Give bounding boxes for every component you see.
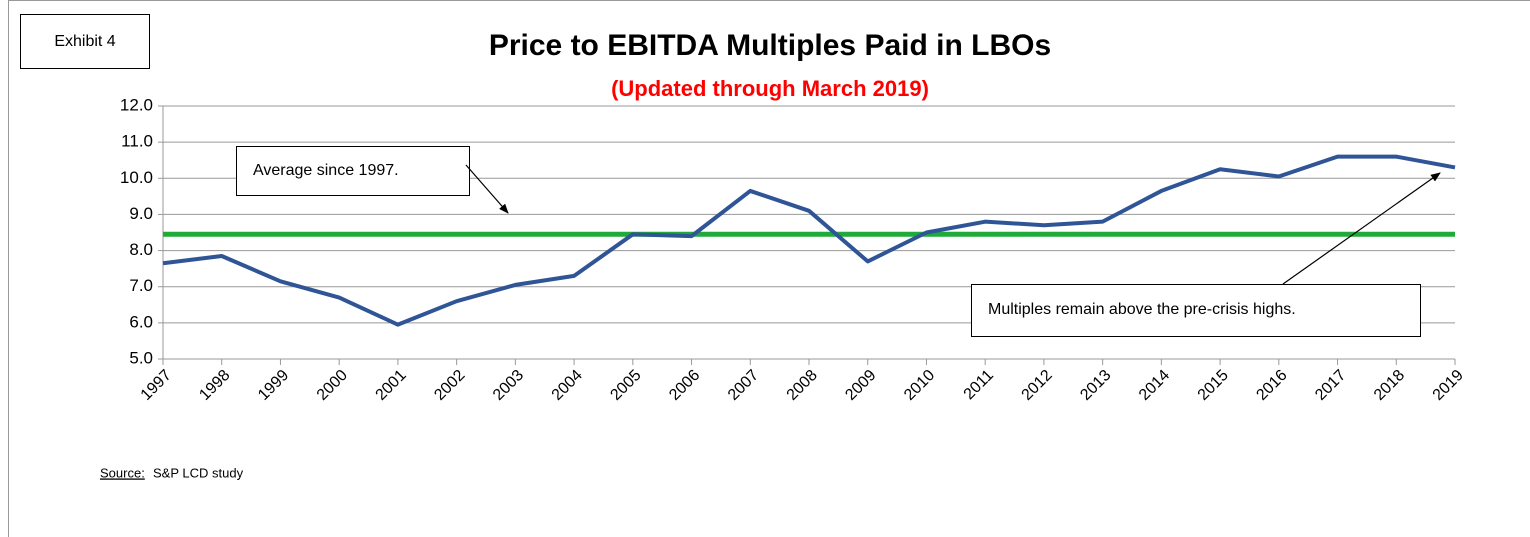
x-tick-label: 2002 (431, 367, 468, 404)
x-tick-label: 2005 (607, 367, 644, 404)
x-tick-label: 2013 (1077, 367, 1114, 404)
y-tick-label: 8.0 (129, 240, 153, 259)
x-tick-label: 2018 (1371, 367, 1408, 404)
x-tick-label: 2012 (1019, 367, 1056, 404)
annotation: Multiples remain above the pre-crisis hi… (988, 301, 1296, 318)
y-tick-label: 11.0 (121, 132, 153, 151)
y-tick-label: 5.0 (129, 348, 153, 367)
x-tick-label: 2009 (842, 367, 879, 404)
annotation-box (971, 284, 1421, 337)
x-tick-label: 2006 (666, 367, 703, 404)
data-line (162, 154, 1456, 327)
y-tick-label: 7.0 (129, 276, 153, 295)
x-tick-label: 1997 (138, 367, 175, 404)
x-tick-label: 2003 (490, 367, 527, 404)
x-tick-label: 2011 (961, 367, 997, 403)
x-tick-label: 2001 (373, 367, 410, 404)
y-tick-label: 10.0 (120, 168, 153, 187)
exhibit-box (20, 14, 150, 69)
y-tick-label: 9.0 (129, 204, 153, 223)
annotation-box (236, 146, 470, 196)
x-tick-label: 2004 (549, 367, 586, 404)
source: S&P LCD study (153, 465, 244, 480)
y-tick-label: 12.0 (120, 95, 153, 114)
x-tick-label: 1998 (196, 367, 233, 404)
x-tick-label: 2007 (725, 367, 762, 404)
x-tick-label: 2010 (901, 367, 938, 404)
x-tick-label: 2015 (1195, 367, 1232, 404)
arrow (1282, 172, 1441, 285)
chart-subtitle: (Updated through March 2019) (611, 76, 929, 101)
x-tick-label: 2016 (1253, 367, 1290, 404)
plot: 5.0 6.0 7.0 8.0 9.0 10.0 11.0 12.0 1997 1998 1999 2… (120, 95, 1467, 404)
x-tick-label: 2019 (1430, 367, 1467, 404)
x-tick-label: 2017 (1312, 367, 1349, 404)
x-tick-label: 1999 (255, 367, 292, 404)
chart-title: Price to EBITDA Multiples Paid in LBOs (489, 29, 1051, 62)
exhibit-label: Exhibit 4 (54, 33, 115, 50)
arrow (465, 164, 509, 214)
x-tick-label: 2008 (784, 367, 821, 404)
x-tick-label: 2014 (1136, 367, 1173, 404)
x-tick-label: 2000 (314, 367, 351, 404)
frame (8, 0, 1530, 537)
source-label: Source: (100, 465, 145, 480)
y-tick-label: 6.0 (129, 312, 153, 331)
annotation: Average since 1997. (253, 162, 399, 179)
